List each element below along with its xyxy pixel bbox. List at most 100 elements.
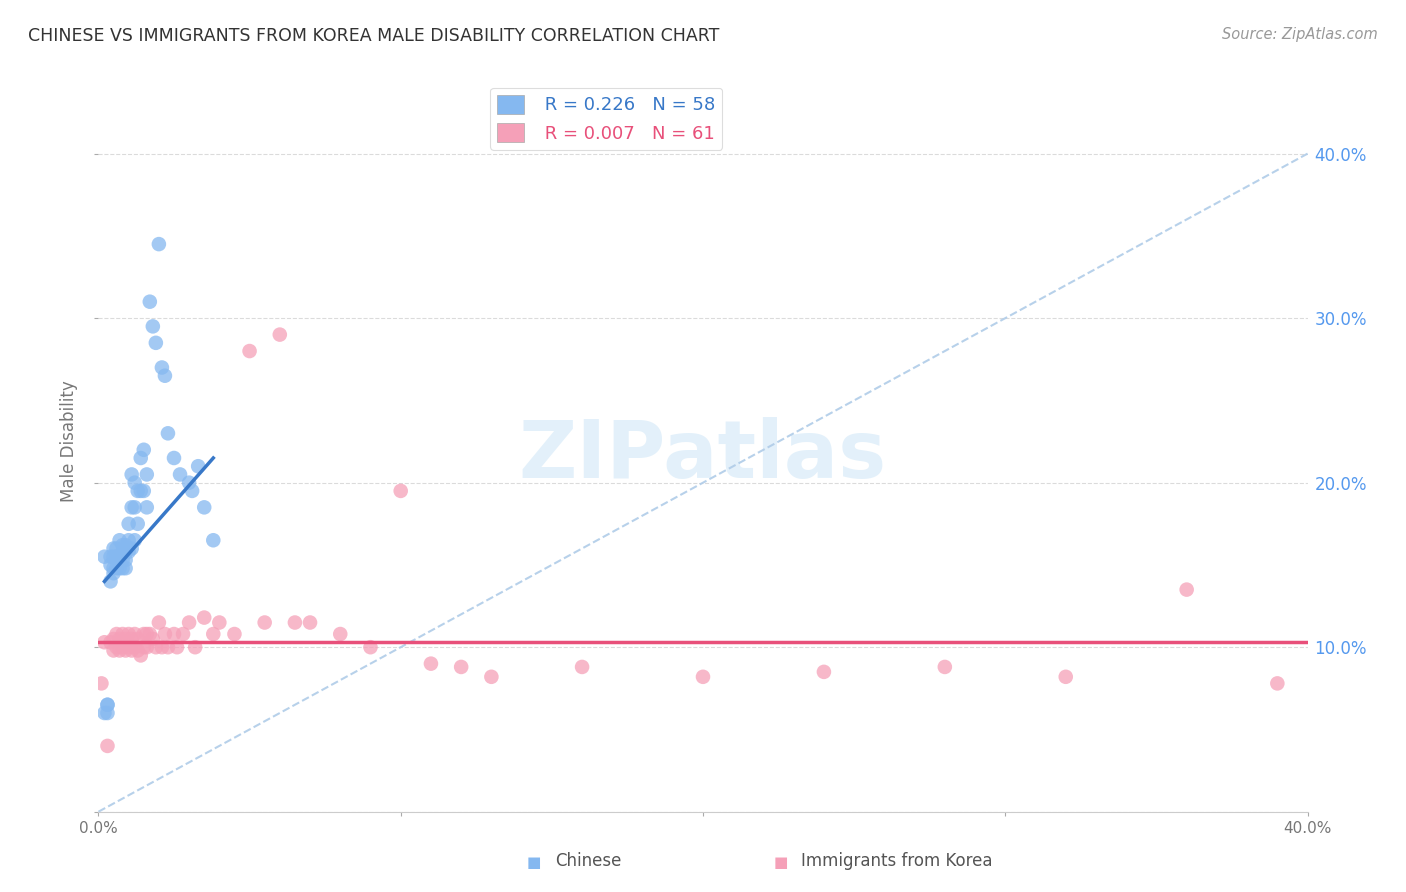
Point [108, 555, 131, 569]
Point [169, 467, 191, 482]
Point [103, 549, 125, 564]
Point [127, 516, 149, 531]
Point [132, 640, 155, 655]
Point [114, 553, 136, 567]
Point [193, 500, 215, 515]
Text: Chinese: Chinese [555, 852, 621, 870]
Point [111, 553, 134, 567]
Point [129, 483, 152, 498]
Point [420, 657, 443, 671]
Point [202, 627, 225, 641]
Point [163, 450, 186, 465]
Point [103, 561, 125, 575]
Point [96, 739, 118, 753]
Point [239, 344, 262, 359]
Point [145, 335, 167, 350]
Point [145, 640, 167, 655]
Point [93, 635, 115, 649]
Point [111, 627, 134, 641]
Point [121, 500, 143, 515]
Point [139, 294, 162, 309]
Point [111, 545, 134, 559]
Point [135, 640, 157, 655]
Point [1054, 670, 1077, 684]
Text: CHINESE VS IMMIGRANTS FROM KOREA MALE DISABILITY CORRELATION CHART: CHINESE VS IMMIGRANTS FROM KOREA MALE DI… [28, 27, 720, 45]
Point [179, 615, 201, 630]
Y-axis label: Male Disability: Male Disability [60, 381, 79, 502]
Point [202, 533, 225, 548]
Point [124, 640, 146, 655]
Legend:  R = 0.226   N = 58,  R = 0.007   N = 61: R = 0.226 N = 58, R = 0.007 N = 61 [491, 87, 723, 150]
Point [450, 660, 472, 674]
Point [100, 549, 122, 564]
Point [179, 475, 201, 490]
Point [114, 545, 136, 559]
Text: ZIPatlas: ZIPatlas [519, 417, 887, 495]
Point [135, 627, 157, 641]
Point [129, 450, 152, 465]
Point [105, 541, 128, 556]
Point [93, 706, 115, 720]
Point [389, 483, 412, 498]
Point [150, 360, 173, 375]
Point [127, 632, 149, 646]
Point [181, 483, 204, 498]
Point [163, 627, 186, 641]
Point [93, 549, 115, 564]
Point [166, 640, 188, 655]
Text: Source: ZipAtlas.com: Source: ZipAtlas.com [1222, 27, 1378, 42]
Point [127, 643, 149, 657]
Point [121, 643, 143, 657]
Point [156, 426, 179, 441]
Point [103, 643, 125, 657]
Text: ■: ■ [527, 855, 541, 870]
Point [481, 670, 503, 684]
Point [111, 561, 134, 575]
Point [150, 640, 173, 655]
Point [153, 368, 176, 383]
Point [105, 549, 128, 564]
Point [105, 627, 128, 641]
Point [284, 615, 307, 630]
Point [142, 632, 165, 646]
Point [1267, 676, 1289, 690]
Point [121, 632, 143, 646]
Point [127, 483, 149, 498]
Point [114, 643, 136, 657]
Point [148, 615, 170, 630]
Point [103, 541, 125, 556]
Point [208, 615, 231, 630]
Point [108, 549, 131, 564]
Point [148, 237, 170, 252]
Point [153, 627, 176, 641]
Point [132, 627, 155, 641]
Point [105, 640, 128, 655]
Point [253, 615, 276, 630]
Point [90, 676, 112, 690]
Point [96, 706, 118, 720]
Point [1175, 582, 1198, 597]
Point [571, 660, 593, 674]
Point [360, 640, 382, 655]
Point [193, 610, 215, 624]
Point [114, 538, 136, 552]
Point [934, 660, 956, 674]
Point [118, 516, 141, 531]
Point [118, 627, 141, 641]
Point [121, 467, 143, 482]
Point [121, 541, 143, 556]
Text: Immigrants from Korea: Immigrants from Korea [801, 852, 993, 870]
Point [184, 640, 207, 655]
Point [329, 627, 352, 641]
Point [111, 640, 134, 655]
Point [129, 648, 152, 663]
Point [118, 640, 141, 655]
Point [100, 558, 122, 572]
Point [139, 627, 162, 641]
Point [100, 574, 122, 589]
Point [114, 561, 136, 575]
Point [135, 467, 157, 482]
Point [105, 561, 128, 575]
Point [132, 483, 155, 498]
Point [187, 459, 209, 474]
